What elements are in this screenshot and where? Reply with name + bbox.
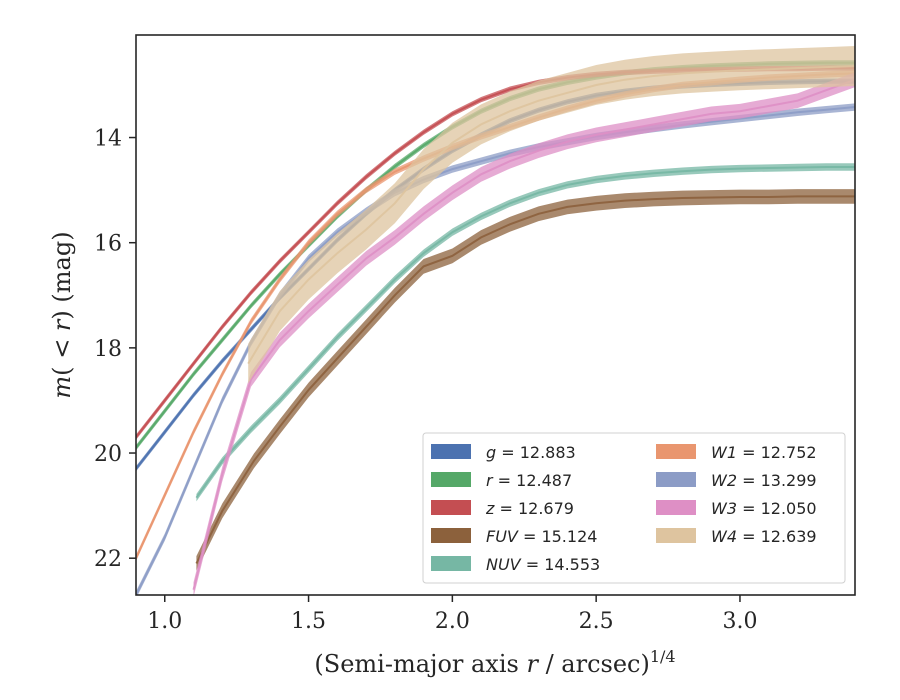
series-w3-line [192, 78, 855, 590]
series-g-line [136, 80, 855, 470]
legend-label: W1 = 12.752 [711, 443, 817, 462]
x-tick-label: 1.0 [147, 609, 182, 634]
legend-swatch [431, 472, 471, 487]
y-tick-label: 18 [94, 337, 122, 362]
legend-box [422, 432, 846, 584]
series-nuv-line [195, 166, 855, 499]
legend-item-w3: W3 = 12.050 [656, 499, 817, 518]
legend-label: z = 12.679 [485, 499, 574, 518]
y-tick-label: 22 [94, 547, 122, 572]
x-tick-label: 1.5 [291, 609, 326, 634]
x-tick-label: 3.0 [722, 609, 757, 634]
y-axis-label: m( < r) (mag) [48, 231, 76, 398]
legend-label: r = 12.487 [486, 471, 572, 490]
legend-swatch [656, 472, 696, 487]
x-tick-label: 2.0 [435, 609, 470, 634]
legend-swatch [431, 500, 471, 515]
legend-item-z: z = 12.679 [431, 499, 574, 518]
legend-item-fuv: FUV = 15.124 [431, 527, 597, 546]
y-tick-label: 20 [94, 442, 122, 467]
legend-item-w2: W2 = 13.299 [656, 471, 817, 490]
x-axis-label: (Semi-major axis r / arcsec)1/4 [314, 647, 675, 678]
legend-label: g = 12.883 [486, 443, 576, 462]
legend: g = 12.883 r = 12.487 z = 12.679 FUV = 15.1… [422, 432, 846, 584]
legend-label: FUV = 15.124 [486, 527, 597, 546]
legend-swatch [431, 528, 471, 543]
series-w4-band [248, 46, 855, 384]
plot-frame [135, 34, 856, 596]
legend-label: W2 = 13.299 [711, 471, 817, 490]
legend-label: W4 = 12.639 [711, 527, 817, 546]
series-w4-line [247, 65, 855, 365]
series-fuv-line [195, 195, 855, 564]
legend-label: NUV = 14.553 [486, 555, 600, 574]
legend-swatch [431, 444, 471, 459]
y-tick-label: 16 [94, 232, 122, 257]
legend-item-w4: W4 = 12.639 [656, 527, 817, 546]
series-w4 [247, 46, 855, 384]
legend-swatch [656, 528, 696, 543]
legend-swatch [656, 500, 696, 515]
y-tick-label: 14 [94, 127, 122, 152]
series-w3 [192, 72, 855, 595]
legend-item-w1: W1 = 12.752 [656, 443, 817, 462]
axis-ticks: 1.0 1.5 2.0 2.5 3.0 14 16 18 20 22 [94, 127, 757, 634]
legend-item-g: g = 12.883 [431, 443, 576, 462]
legend-swatch [656, 444, 696, 459]
legend-item-nuv: NUV = 14.553 [431, 555, 600, 574]
series-nuv [195, 163, 855, 502]
series-fuv [195, 189, 855, 571]
legend-item-r: r = 12.487 [431, 471, 572, 490]
curves-layer [136, 46, 855, 595]
x-tick-label: 2.5 [579, 609, 614, 634]
legend-label: W3 = 12.050 [711, 499, 817, 518]
legend-swatch [431, 556, 471, 571]
